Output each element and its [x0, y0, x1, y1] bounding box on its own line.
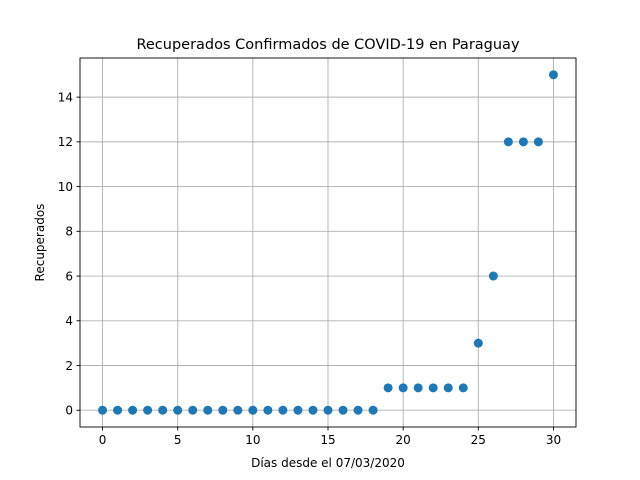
data-point — [548, 70, 558, 80]
data-point — [368, 405, 378, 415]
y-tick-label: 0 — [65, 404, 73, 418]
data-point — [143, 405, 153, 415]
data-point — [98, 405, 108, 415]
data-point — [323, 405, 333, 415]
grid — [80, 58, 576, 427]
data-point — [113, 405, 123, 415]
y-axis-label: Recuperados — [33, 204, 47, 282]
data-point — [518, 137, 528, 147]
data-point — [263, 405, 273, 415]
y-tick-label: 2 — [65, 359, 73, 373]
data-point — [413, 383, 423, 393]
data-points — [98, 70, 558, 415]
x-tick-label: 10 — [245, 433, 260, 447]
data-point — [308, 405, 318, 415]
data-point — [233, 405, 243, 415]
data-point — [173, 405, 183, 415]
x-tick-label: 15 — [320, 433, 335, 447]
data-point — [383, 383, 393, 393]
data-point — [503, 137, 513, 147]
data-point — [218, 405, 228, 415]
y-tick-label: 6 — [65, 269, 73, 283]
data-point — [428, 383, 438, 393]
data-point — [278, 405, 288, 415]
x-tick-label: 25 — [471, 433, 486, 447]
data-point — [128, 405, 138, 415]
data-point — [248, 405, 258, 415]
x-axis-label: Días desde el 07/03/2020 — [251, 456, 405, 470]
data-point — [443, 383, 453, 393]
data-point — [188, 405, 198, 415]
x-tick-label: 20 — [396, 433, 411, 447]
y-tick-label: 4 — [65, 314, 73, 328]
y-tick-label: 8 — [65, 225, 73, 239]
y-tick-label: 10 — [58, 180, 73, 194]
data-point — [338, 405, 348, 415]
data-point — [473, 338, 483, 348]
data-point — [458, 383, 468, 393]
y-tick-label: 14 — [58, 90, 73, 104]
data-point — [158, 405, 168, 415]
y-tick-label: 12 — [58, 135, 73, 149]
data-point — [353, 405, 363, 415]
data-point — [488, 271, 498, 281]
x-tick-label: 0 — [99, 433, 107, 447]
data-point — [398, 383, 408, 393]
chart-title: Recuperados Confirmados de COVID-19 en P… — [136, 37, 519, 53]
data-point — [203, 405, 213, 415]
data-point — [293, 405, 303, 415]
data-point — [533, 137, 543, 147]
x-tick-label: 30 — [546, 433, 561, 447]
x-tick-label: 5 — [174, 433, 182, 447]
axis-ticks: 0 5 10 15 20 25 30 0 2 4 6 8 10 12 14 — [58, 90, 561, 447]
